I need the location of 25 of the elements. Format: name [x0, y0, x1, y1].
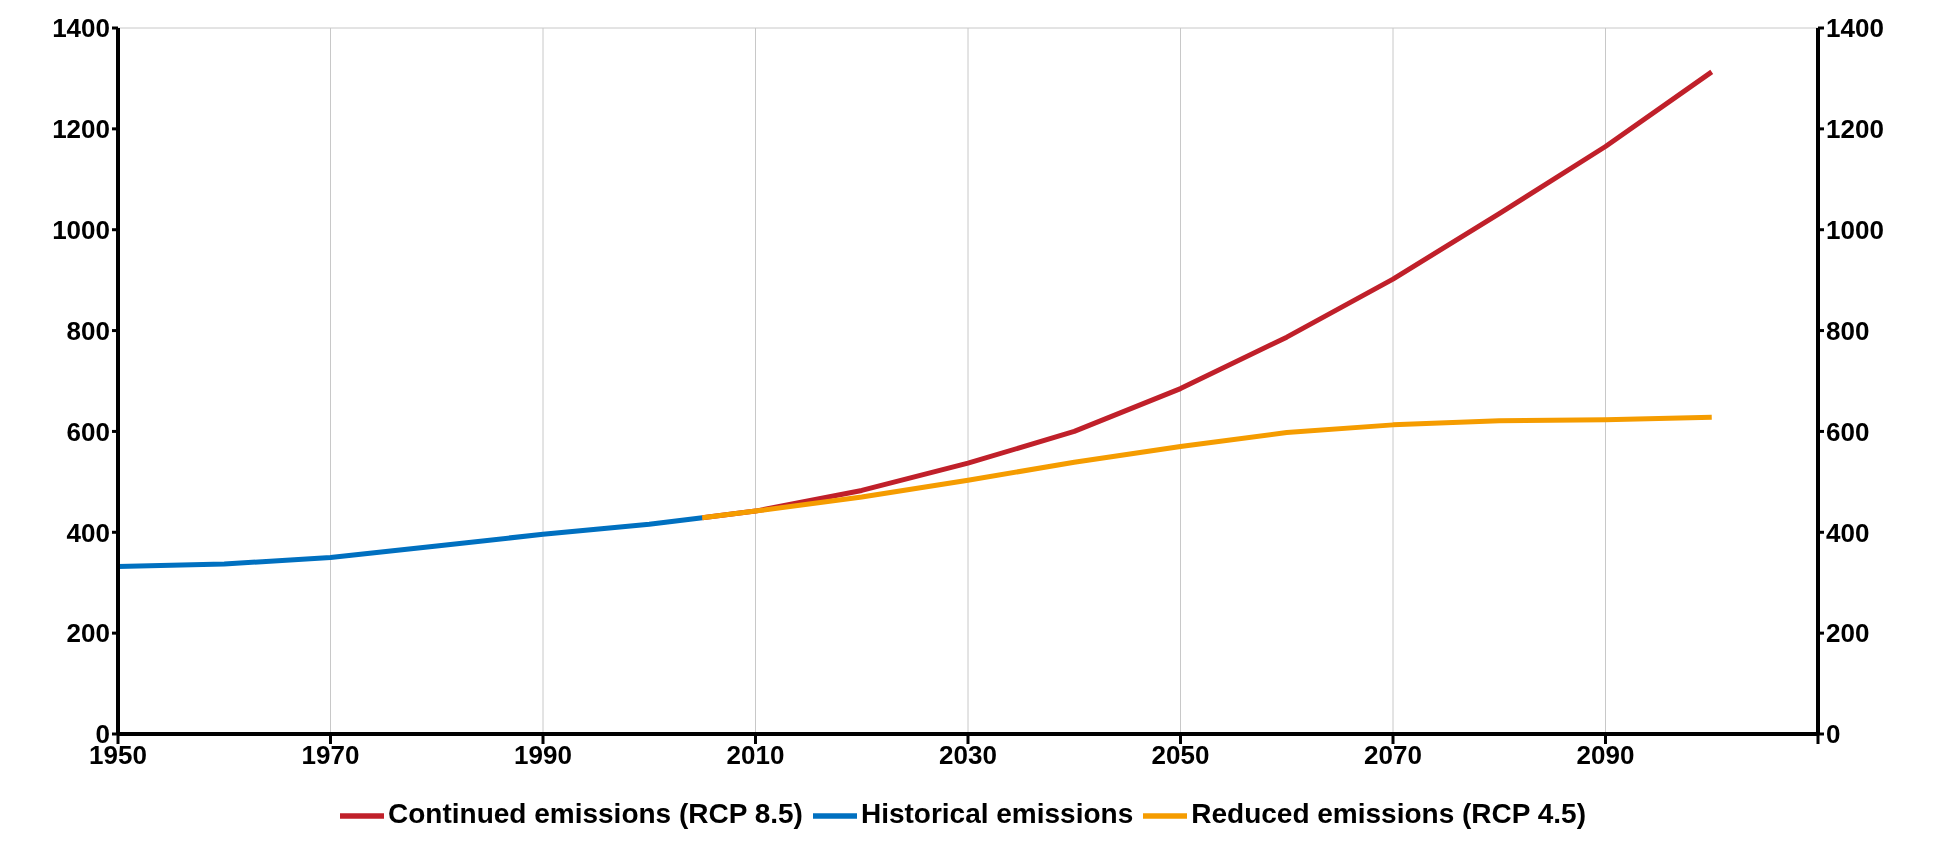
legend-label: Continued emissions (RCP 8.5) [388, 798, 803, 830]
x-tick-label: 2030 [939, 740, 997, 771]
y2-tick-label: 600 [1826, 416, 1870, 447]
legend-label: Reduced emissions (RCP 4.5) [1191, 798, 1586, 830]
y-tick-label: 1000 [52, 214, 110, 245]
x-tick-label: 1970 [301, 740, 360, 771]
y-tick-label: 800 [66, 315, 110, 346]
x-tick-label: 1990 [514, 740, 572, 771]
legend-label: Historical emissions [860, 798, 1134, 830]
y-tick-label: 1200 [52, 114, 110, 145]
x-tick-label: 2070 [1364, 740, 1422, 771]
y2-tick-label: 0 [1826, 719, 1841, 750]
y-tick-label: 400 [66, 517, 110, 548]
y2-tick-label: 400 [1826, 517, 1870, 548]
x-tick-label: 2050 [1151, 740, 1210, 771]
y2-tick-label: 1200 [1826, 114, 1884, 145]
y2-tick-label: 1400 [1826, 13, 1884, 44]
y2-tick-label: 800 [1826, 315, 1870, 346]
x-tick-label: 2090 [1576, 740, 1635, 771]
y-tick-label: 600 [66, 416, 110, 447]
y-tick-label: 1400 [52, 13, 110, 44]
y2-tick-label: 200 [1826, 618, 1870, 649]
x-tick-label: 2010 [726, 740, 785, 771]
y2-tick-label: 1000 [1826, 214, 1884, 245]
y-tick-label: 200 [66, 618, 110, 649]
